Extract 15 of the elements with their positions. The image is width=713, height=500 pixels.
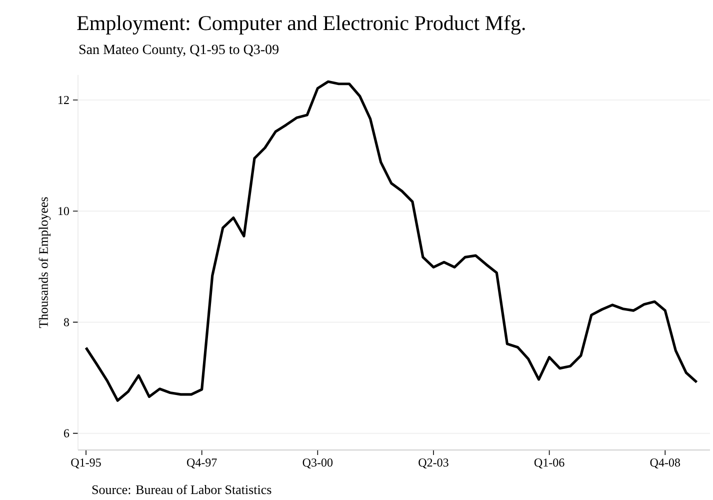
y-tick-label: 6 [64, 429, 70, 438]
x-tick-label: Q4-08 [650, 458, 680, 468]
x-tick-label: Q2-03 [418, 458, 448, 468]
x-tick-label: Q4-97 [186, 458, 217, 468]
line-series [84, 80, 698, 402]
chart-title: Employment: Computer and Electronic Product Mfg. [77, 15, 525, 35]
x-tick-label: Q1-95 [71, 458, 101, 468]
x-tick-label: Q1-06 [534, 458, 564, 468]
x-tick-label: Q3-00 [302, 458, 333, 468]
chart-subtitle: San Mateo County, Q1-95 to Q3-09 [79, 44, 278, 58]
source-note: Source: Bureau of Labor Statistics [92, 484, 272, 494]
y-tick-label: 12 [58, 96, 69, 104]
y-tick-label: 8 [64, 318, 70, 326]
y-tick-label: 10 [58, 207, 70, 216]
y-axis-title: Thousands of Employees [38, 197, 51, 328]
